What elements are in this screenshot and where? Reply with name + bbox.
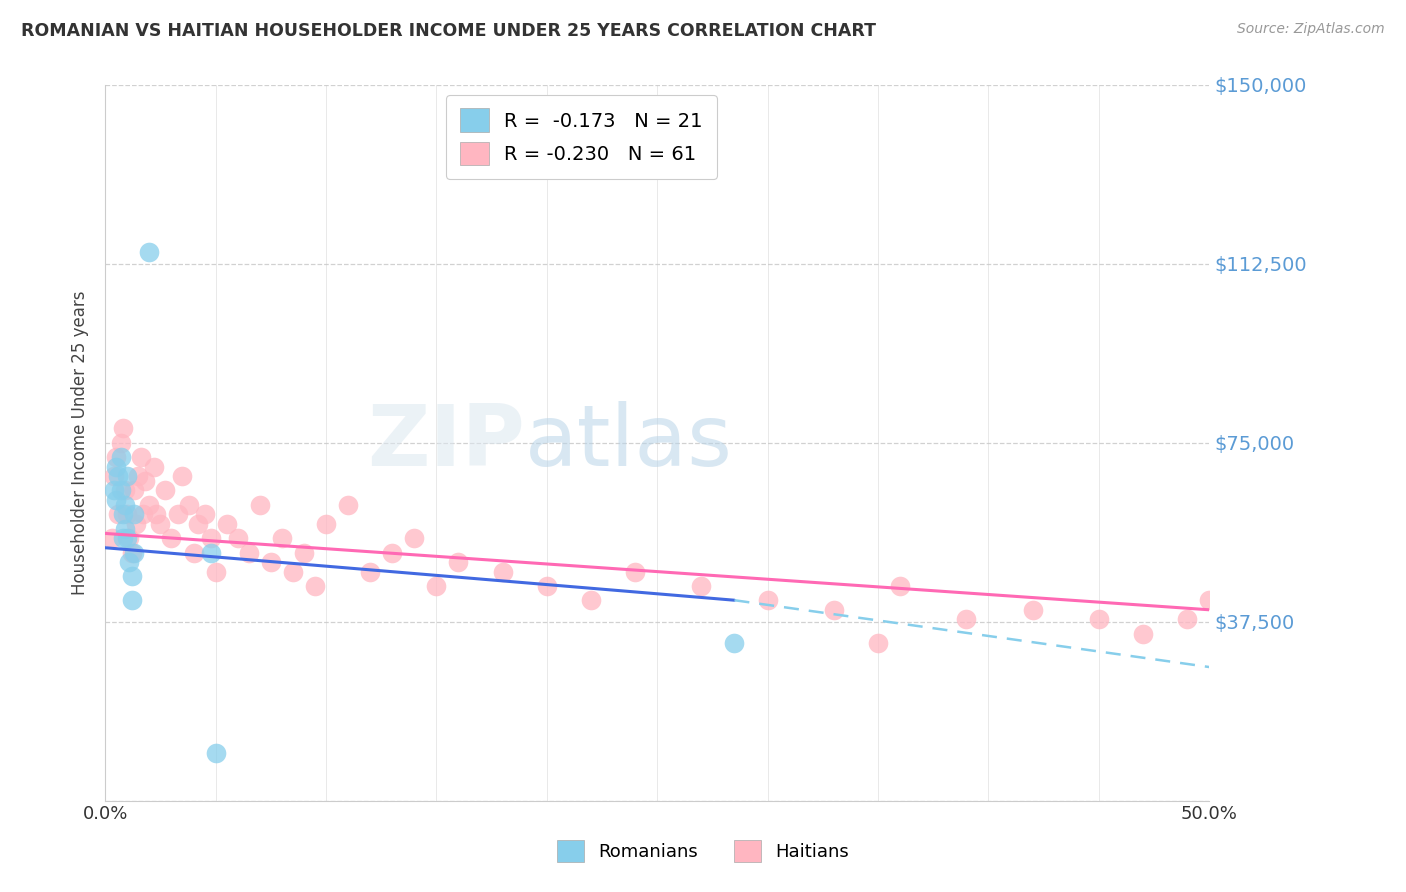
Point xyxy=(129,450,152,464)
Point xyxy=(172,469,194,483)
Point xyxy=(132,508,155,522)
Point xyxy=(690,579,713,593)
Point xyxy=(111,421,134,435)
Point xyxy=(111,508,134,522)
Point xyxy=(193,508,215,522)
Point xyxy=(107,469,129,483)
Point xyxy=(134,474,156,488)
Point xyxy=(200,545,222,559)
Point xyxy=(179,498,201,512)
Point xyxy=(114,483,136,498)
Text: ROMANIAN VS HAITIAN HOUSEHOLDER INCOME UNDER 25 YEARS CORRELATION CHART: ROMANIAN VS HAITIAN HOUSEHOLDER INCOME U… xyxy=(21,22,876,40)
Point xyxy=(105,450,128,464)
Point xyxy=(117,531,139,545)
Point xyxy=(149,516,172,531)
Point xyxy=(105,459,128,474)
Point xyxy=(103,469,125,483)
Point xyxy=(103,483,125,498)
Point xyxy=(125,516,148,531)
Point xyxy=(187,516,209,531)
Point xyxy=(215,516,238,531)
Point xyxy=(238,545,260,559)
Legend: R =  -0.173   N = 21, R = -0.230   N = 61: R = -0.173 N = 21, R = -0.230 N = 61 xyxy=(446,95,717,179)
Point xyxy=(1021,603,1043,617)
Legend: Romanians, Haitians: Romanians, Haitians xyxy=(550,833,856,870)
Point xyxy=(447,555,470,569)
Point xyxy=(110,435,132,450)
Text: Source: ZipAtlas.com: Source: ZipAtlas.com xyxy=(1237,22,1385,37)
Point xyxy=(270,531,292,545)
Point xyxy=(823,603,845,617)
Point xyxy=(111,531,134,545)
Point xyxy=(105,493,128,508)
Text: atlas: atlas xyxy=(524,401,733,484)
Text: ZIP: ZIP xyxy=(367,401,524,484)
Point xyxy=(889,579,911,593)
Point xyxy=(138,498,160,512)
Point xyxy=(1198,593,1220,607)
Point xyxy=(579,593,602,607)
Point xyxy=(756,593,779,607)
Point xyxy=(183,545,205,559)
Point xyxy=(122,508,145,522)
Point xyxy=(624,565,647,579)
Point xyxy=(381,545,404,559)
Point xyxy=(107,508,129,522)
Point xyxy=(121,545,143,559)
Point xyxy=(292,545,315,559)
Point xyxy=(127,469,149,483)
Point xyxy=(260,555,283,569)
Point xyxy=(114,522,136,536)
Point xyxy=(866,636,889,650)
Point xyxy=(955,612,977,626)
Point xyxy=(491,565,513,579)
Point xyxy=(138,244,160,259)
Point xyxy=(200,531,222,545)
Point xyxy=(101,531,124,545)
Point xyxy=(1132,626,1154,640)
Point xyxy=(204,746,226,760)
Point xyxy=(142,459,165,474)
Point xyxy=(536,579,558,593)
Point xyxy=(122,545,145,559)
Point xyxy=(404,531,426,545)
Point xyxy=(114,498,136,512)
Point xyxy=(315,516,337,531)
Point xyxy=(117,469,139,483)
Point xyxy=(160,531,183,545)
Point xyxy=(249,498,271,512)
Point xyxy=(281,565,304,579)
Point xyxy=(359,565,381,579)
Point xyxy=(1175,612,1198,626)
Y-axis label: Householder Income Under 25 years: Householder Income Under 25 years xyxy=(72,291,89,595)
Point xyxy=(117,508,139,522)
Point xyxy=(121,569,143,583)
Point xyxy=(118,531,141,545)
Point xyxy=(304,579,326,593)
Point xyxy=(145,508,167,522)
Point xyxy=(337,498,360,512)
Point xyxy=(204,565,226,579)
Point xyxy=(110,483,132,498)
Point xyxy=(425,579,447,593)
Point xyxy=(121,593,143,607)
Point xyxy=(118,555,141,569)
Point xyxy=(226,531,249,545)
Point xyxy=(167,508,190,522)
Point xyxy=(122,483,145,498)
Point xyxy=(723,636,745,650)
Point xyxy=(153,483,176,498)
Point xyxy=(110,450,132,464)
Point xyxy=(1087,612,1109,626)
